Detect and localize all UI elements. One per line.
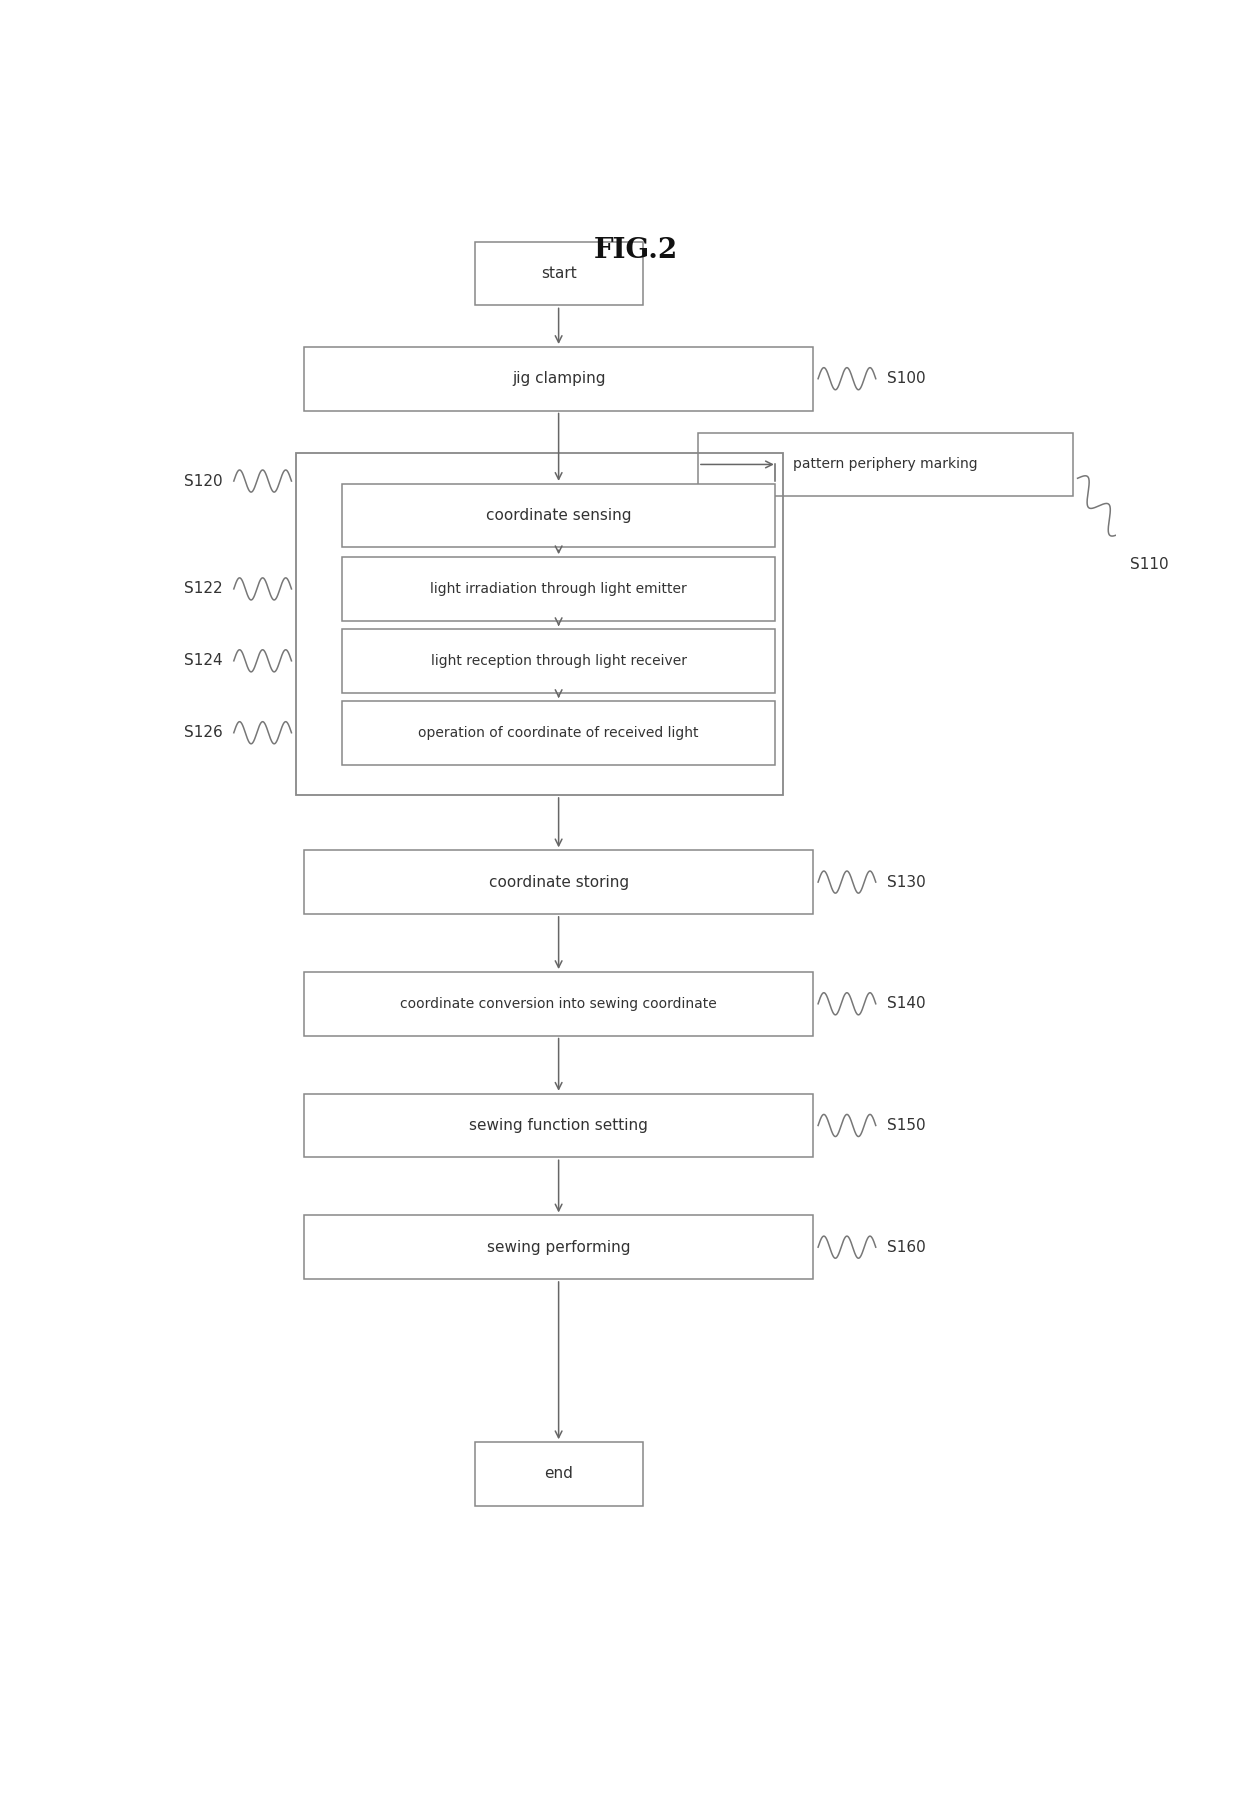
Bar	[342, 629, 775, 693]
Text: coordinate storing: coordinate storing	[489, 875, 629, 889]
Bar	[304, 1094, 813, 1157]
Text: FIG.2: FIG.2	[594, 237, 677, 264]
Text: end: end	[544, 1467, 573, 1482]
Text: S126: S126	[184, 726, 222, 740]
Bar	[342, 483, 775, 548]
Text: S110: S110	[1131, 557, 1169, 571]
Text: coordinate sensing: coordinate sensing	[486, 508, 631, 523]
Text: S140: S140	[888, 997, 926, 1011]
Text: start: start	[541, 266, 577, 282]
Text: light irradiation through light emitter: light irradiation through light emitter	[430, 582, 687, 596]
Text: sewing function setting: sewing function setting	[469, 1117, 649, 1133]
Bar	[342, 700, 775, 765]
Bar	[475, 242, 642, 305]
Bar	[304, 850, 813, 914]
Text: operation of coordinate of received light: operation of coordinate of received ligh…	[418, 726, 699, 740]
Text: coordinate conversion into sewing coordinate: coordinate conversion into sewing coordi…	[401, 997, 717, 1011]
Text: S130: S130	[888, 875, 926, 889]
Bar	[698, 433, 1073, 496]
Text: S150: S150	[888, 1117, 926, 1133]
Bar	[296, 453, 782, 796]
Bar	[342, 557, 775, 621]
Bar	[475, 1442, 642, 1505]
Text: light reception through light receiver: light reception through light receiver	[430, 654, 687, 668]
Text: sewing performing: sewing performing	[487, 1239, 630, 1255]
Text: S124: S124	[184, 654, 222, 668]
Text: jig clamping: jig clamping	[512, 372, 605, 386]
Bar	[304, 972, 813, 1036]
Bar	[304, 347, 813, 411]
Text: S160: S160	[888, 1239, 926, 1255]
Text: pattern periphery marking: pattern periphery marking	[794, 458, 977, 471]
Text: S120: S120	[184, 474, 222, 489]
Text: S122: S122	[184, 582, 222, 596]
Text: S100: S100	[888, 372, 926, 386]
Bar	[304, 1216, 813, 1279]
